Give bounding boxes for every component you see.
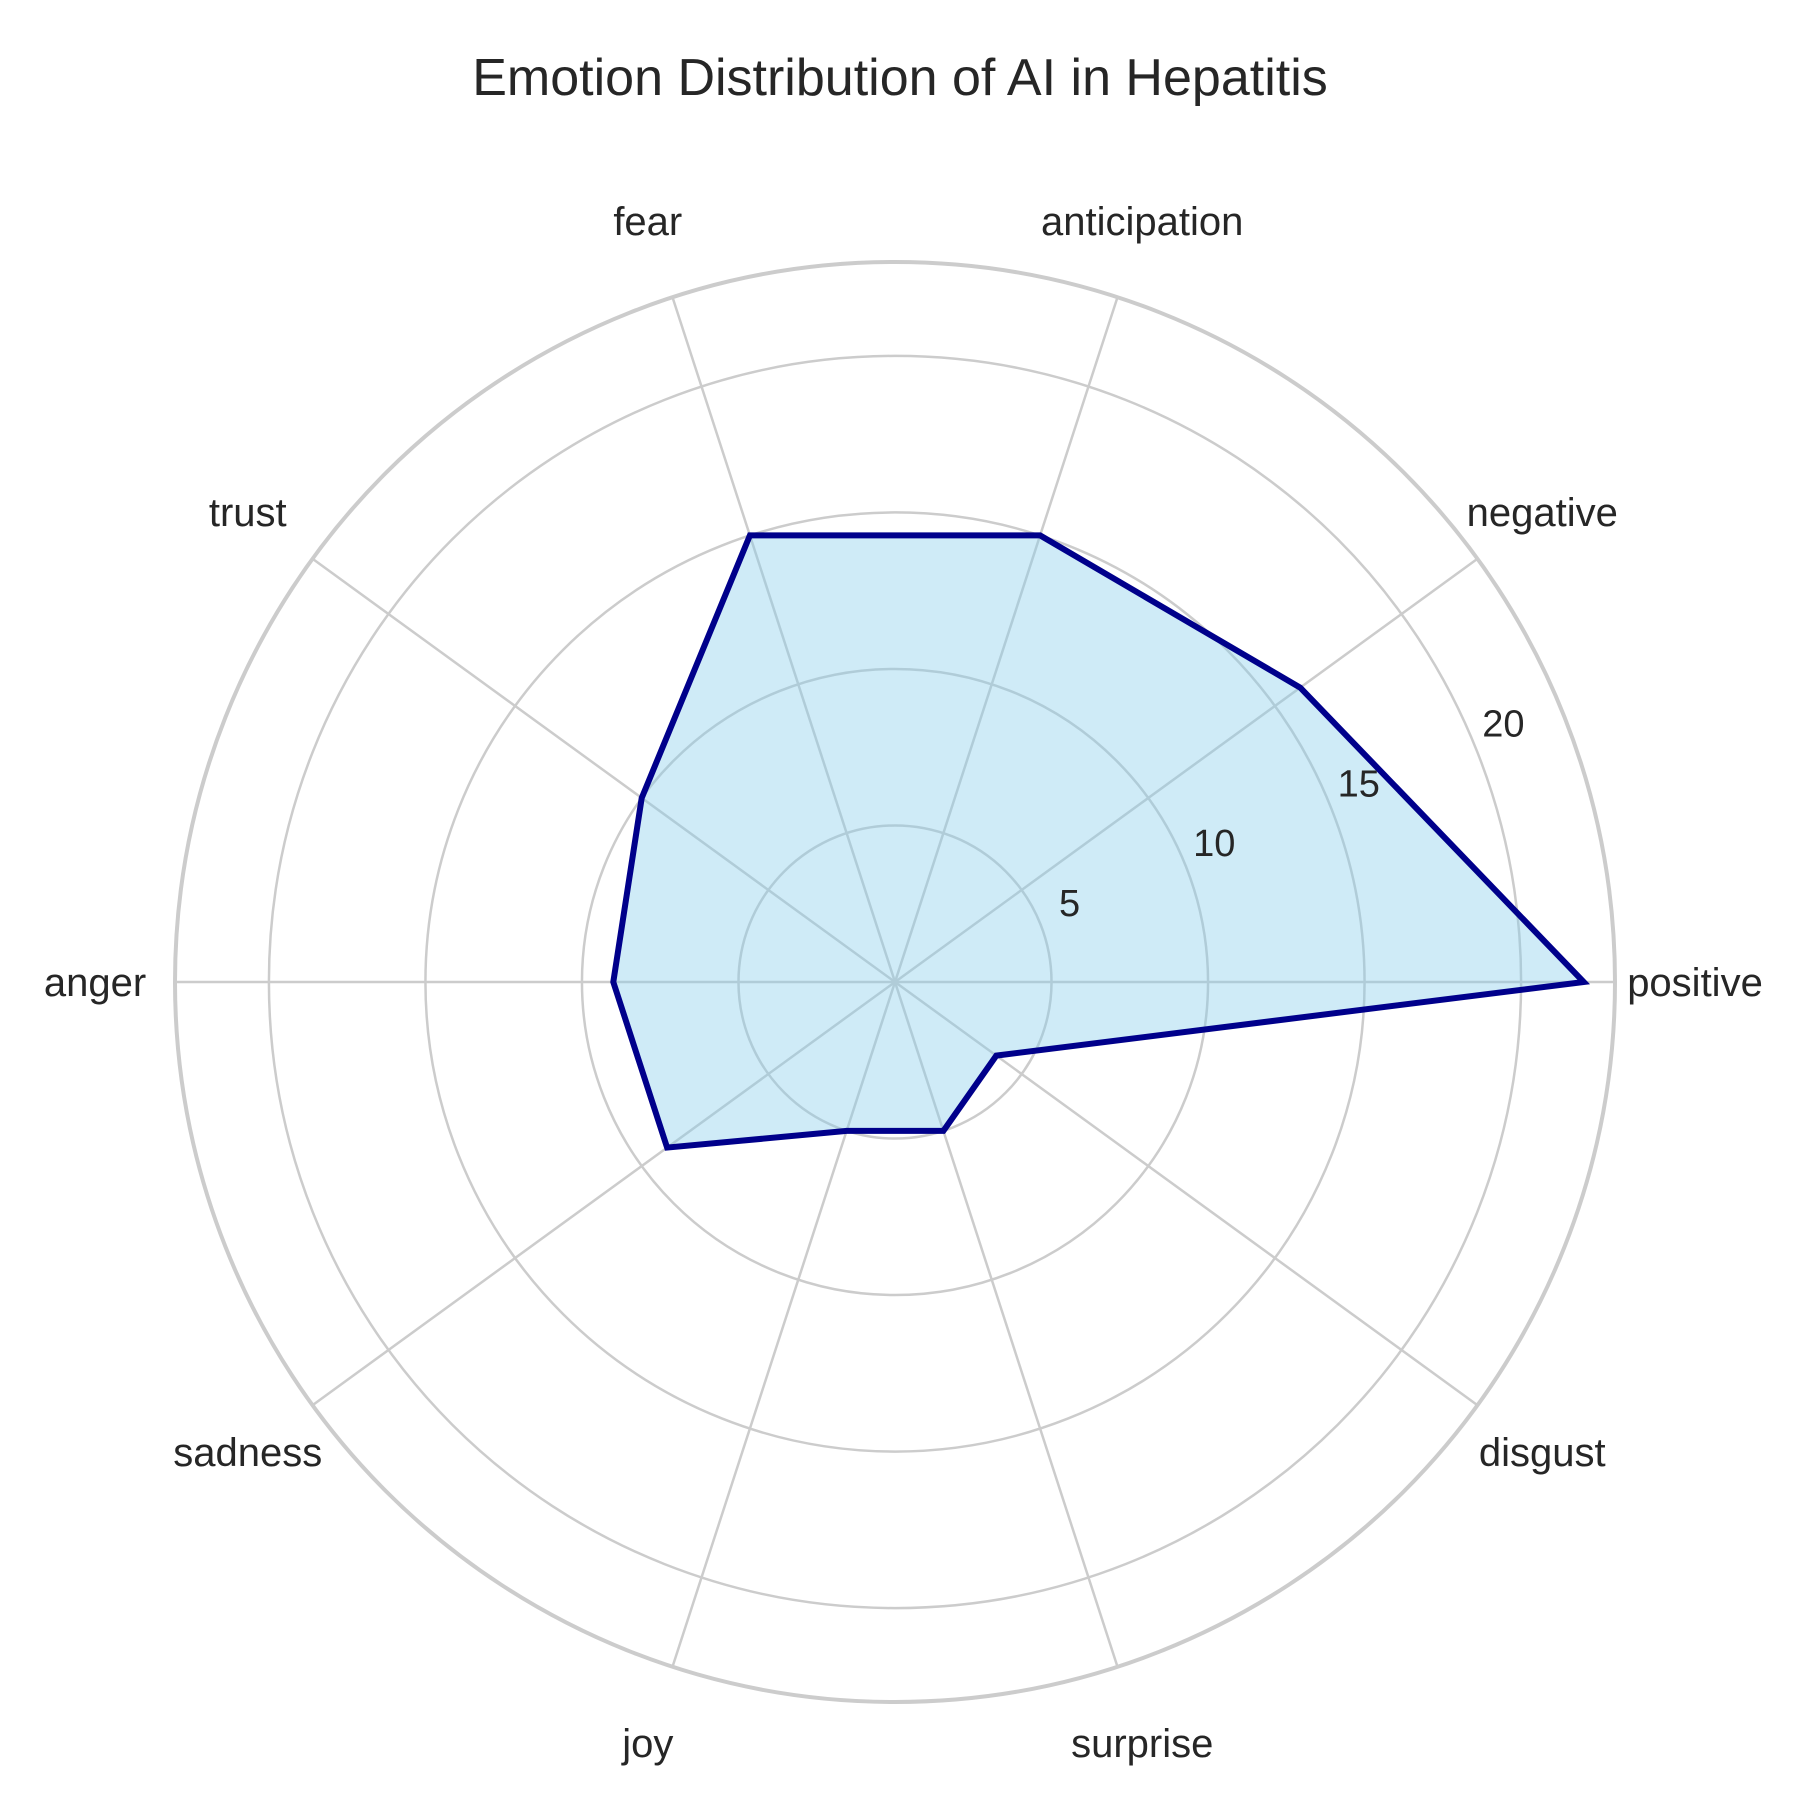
- category-label-anger: anger: [44, 961, 146, 1005]
- category-label-negative: negative: [1467, 491, 1618, 535]
- spoke-surprise: [893, 981, 1119, 1668]
- data-layer: [610, 532, 1591, 1151]
- spoke-disgust: [894, 980, 1479, 1407]
- chart-title: Emotion Distribution of AI in Hepatitis: [472, 49, 1328, 107]
- category-label-positive: positive: [1627, 961, 1763, 1005]
- label-layer: positive negative anticipation fear trust ang…: [44, 200, 1763, 1766]
- r-tick-label-15: 15: [1338, 763, 1380, 805]
- r-tick-label-5: 5: [1059, 883, 1080, 925]
- spoke-trust: [311, 557, 896, 984]
- r-tick-label-20: 20: [1482, 703, 1524, 745]
- r-tick-label-10: 10: [1193, 823, 1235, 865]
- spoke-negative: [894, 557, 1479, 984]
- category-label-trust: trust: [209, 491, 287, 535]
- series-area: [613, 535, 1584, 1148]
- tick-layer: 5 10 15 20: [1059, 703, 1525, 925]
- grid-layer: [173, 260, 1617, 1704]
- category-label-disgust: disgust: [1479, 1431, 1606, 1475]
- spoke-joy: [671, 981, 897, 1668]
- spoke-anticipation: [893, 296, 1119, 983]
- category-label-fear: fear: [613, 200, 682, 244]
- spoke-fear: [671, 296, 897, 983]
- category-label-surprise: surprise: [1071, 1722, 1213, 1766]
- category-label-joy: joy: [621, 1722, 673, 1766]
- category-label-anticipation: anticipation: [1041, 200, 1243, 244]
- spoke-sadness: [311, 980, 896, 1407]
- category-label-sadness: sadness: [173, 1431, 322, 1475]
